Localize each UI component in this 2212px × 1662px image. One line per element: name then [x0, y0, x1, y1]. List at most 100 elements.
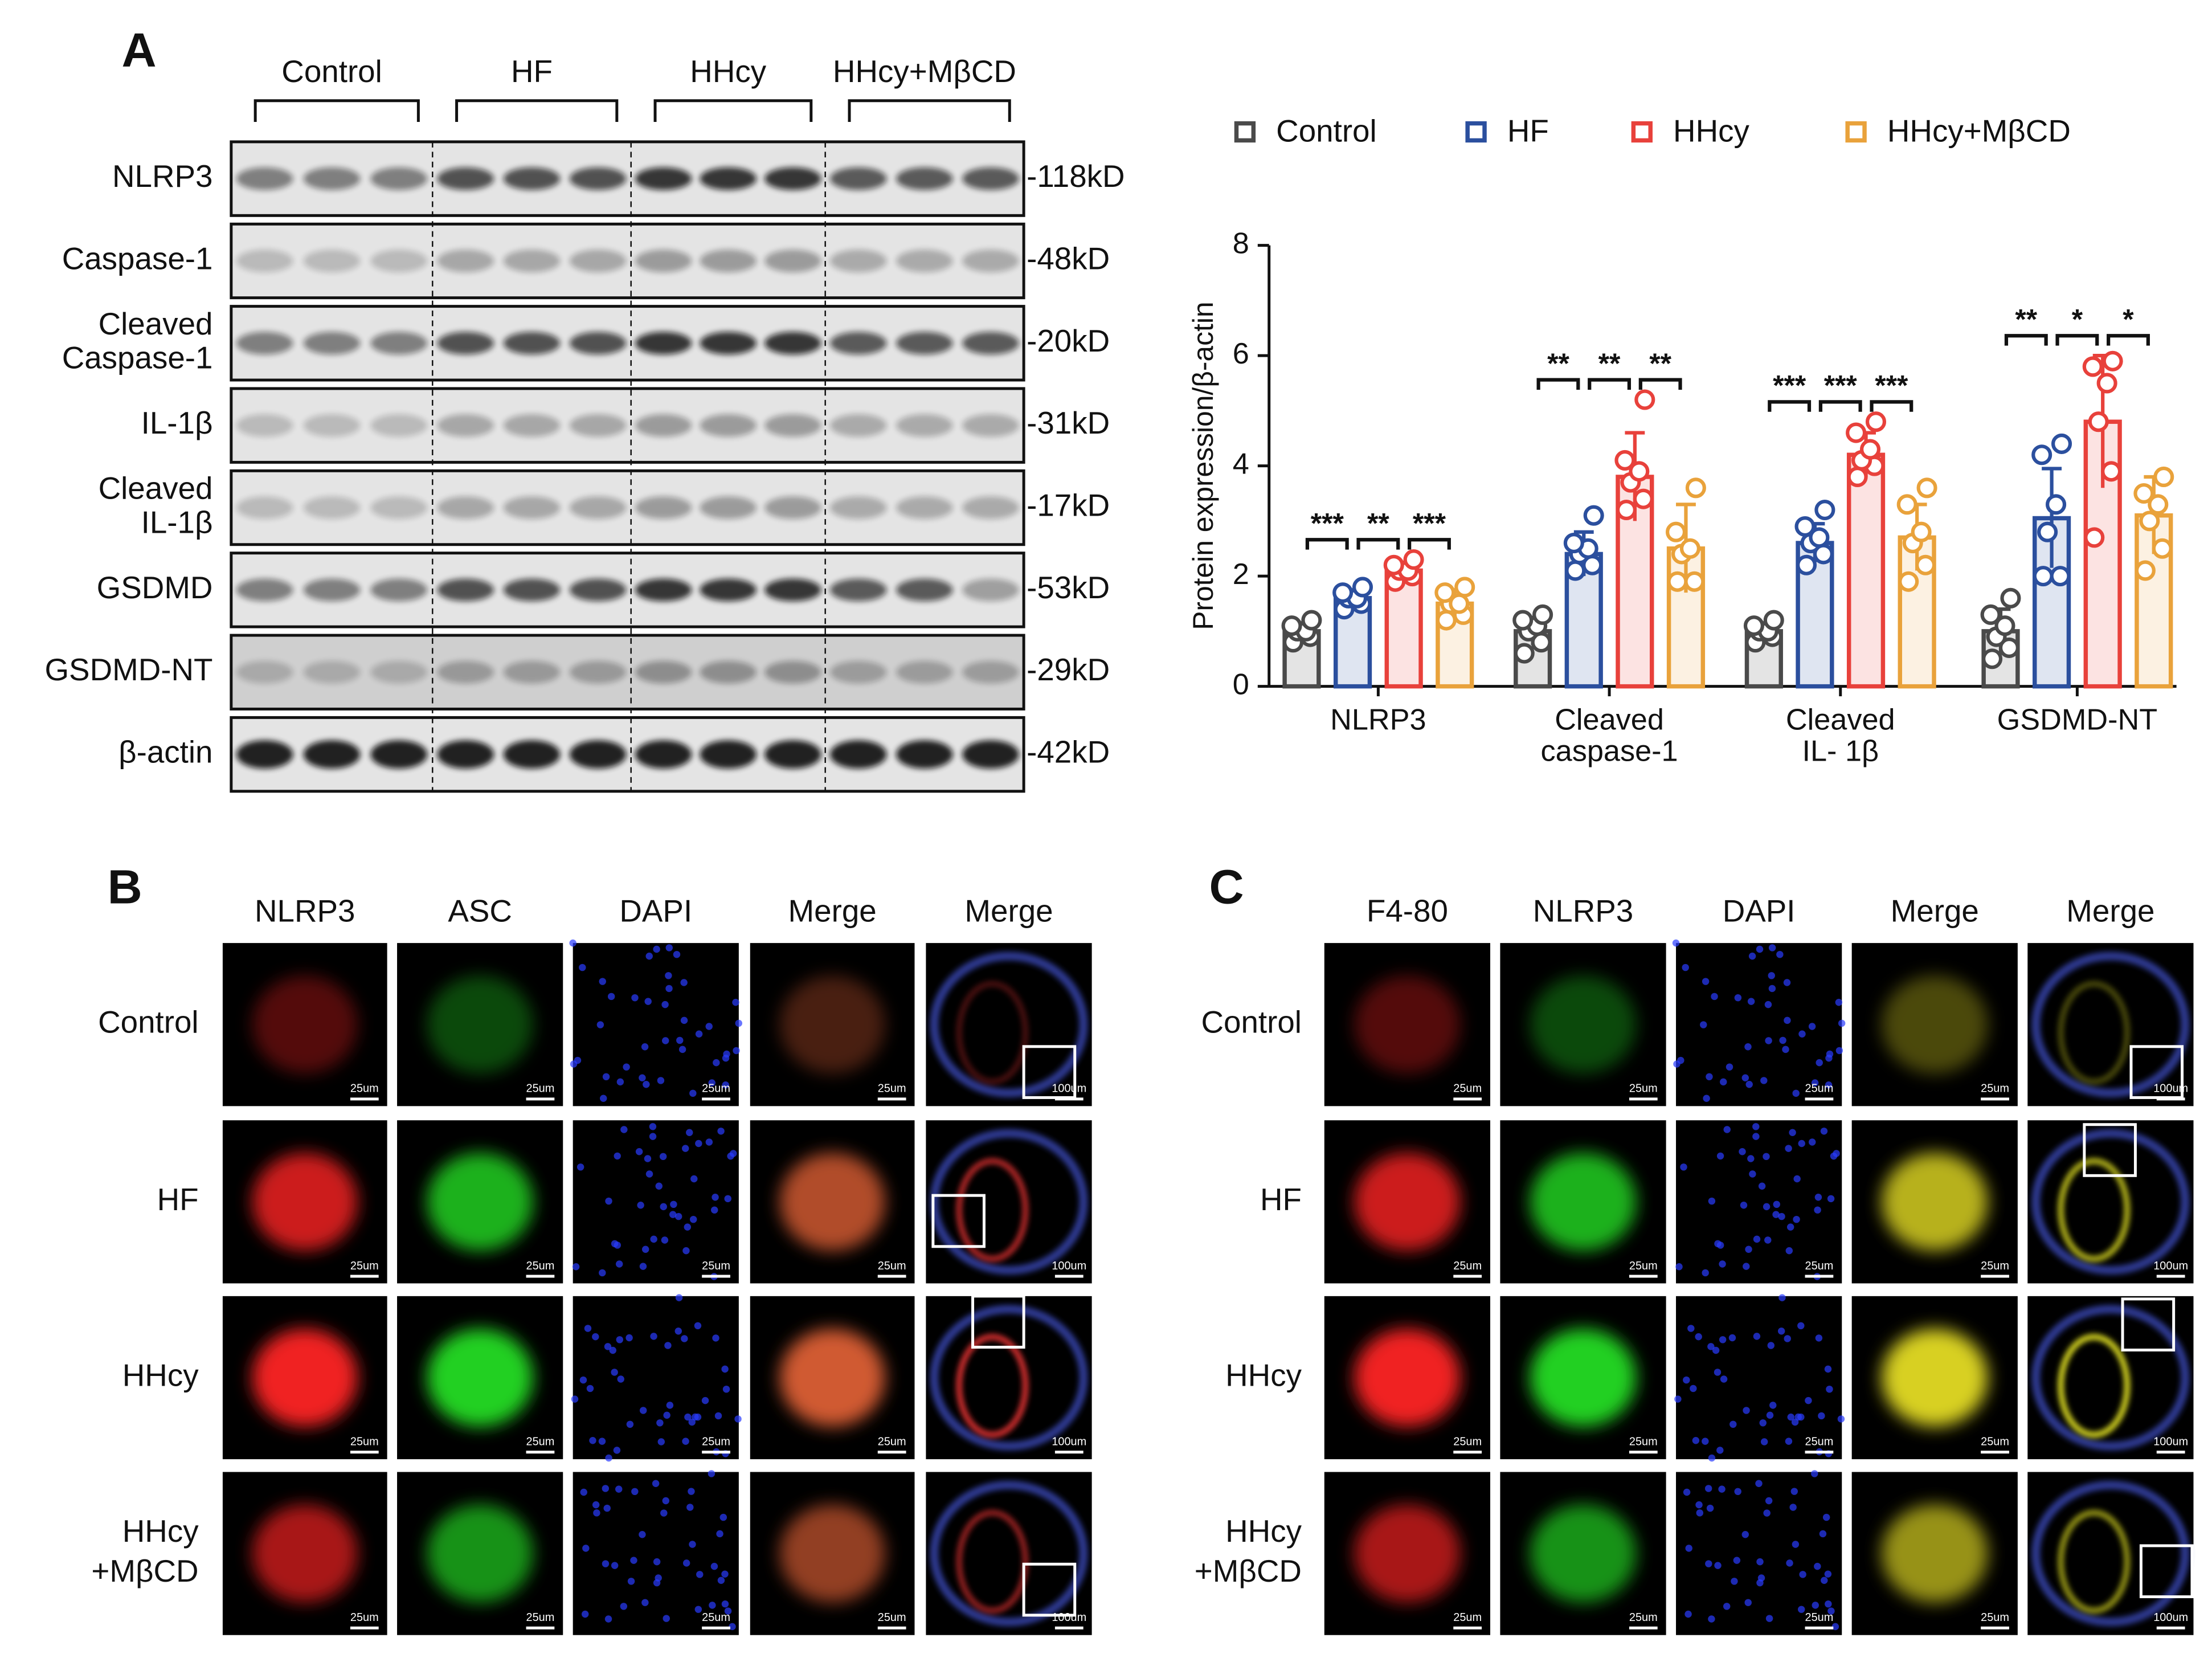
- blot-band: [437, 414, 494, 437]
- tissue: [956, 1334, 1029, 1438]
- tissue: [2031, 952, 2190, 1097]
- data-point: [2148, 494, 2169, 515]
- nucleus: [589, 1437, 596, 1444]
- nucleus: [639, 1531, 646, 1538]
- data-point: [1583, 505, 1604, 526]
- scale-bar-label: 25um: [350, 1260, 379, 1272]
- data-point: [2153, 466, 2174, 488]
- blot-band: [370, 660, 428, 684]
- panel-label: A: [122, 23, 157, 77]
- blot-band: [635, 414, 692, 437]
- nucleus: [716, 1530, 723, 1538]
- nucleus: [684, 1223, 692, 1231]
- scale-bar-label: 100um: [1052, 1260, 1086, 1272]
- nucleus: [603, 1504, 611, 1512]
- nucleus: [712, 1334, 719, 1342]
- blot-band: [962, 660, 1019, 684]
- data-point: [1614, 450, 1636, 471]
- nucleus: [1777, 1328, 1785, 1335]
- blot-row-label: NLRP3: [112, 158, 213, 194]
- nucleus: [1768, 944, 1776, 952]
- blot-band: [370, 167, 428, 190]
- blot-band: [370, 496, 428, 519]
- nucleus: [653, 1579, 661, 1587]
- significance-bracket: [1588, 378, 1632, 390]
- scale-bar-label: 25um: [878, 1260, 906, 1272]
- blot-band: [503, 332, 561, 355]
- micrograph-bg: [1676, 1472, 1842, 1635]
- nucleus: [1769, 1402, 1777, 1409]
- blot-band: [236, 496, 293, 519]
- nucleus: [674, 1212, 682, 1220]
- significance-label: ***: [1824, 370, 1858, 402]
- nucleus: [1790, 1488, 1798, 1495]
- nucleus: [734, 1415, 742, 1423]
- blot-band: [303, 167, 361, 190]
- legend-swatch: [1631, 121, 1653, 143]
- nucleus: [635, 1148, 643, 1155]
- micrograph-bg: [2027, 943, 2194, 1106]
- data-point: [1794, 516, 1816, 537]
- nucleus: [605, 1454, 612, 1462]
- nucleus: [631, 1488, 639, 1496]
- data-point: [2133, 483, 2154, 504]
- signal: [1354, 975, 1461, 1074]
- data-point: [1514, 643, 1535, 664]
- nucleus: [1723, 1126, 1731, 1133]
- nucleus: [1821, 1577, 1828, 1585]
- blot-band: [764, 332, 821, 355]
- row-label: HF: [1260, 1182, 1302, 1217]
- nucleus: [1785, 1247, 1793, 1255]
- nucleus: [1784, 1016, 1791, 1024]
- tissue: [2058, 1158, 2130, 1262]
- significance-bracket: [1536, 378, 1580, 390]
- nucleus: [1827, 1195, 1835, 1203]
- blot-strip: [230, 552, 1025, 628]
- nucleus: [1702, 1269, 1709, 1277]
- nucleus: [1734, 994, 1742, 1002]
- blot-band: [370, 414, 428, 437]
- nucleus: [665, 972, 672, 979]
- nucleus: [1789, 1504, 1797, 1511]
- micrograph: 25um: [572, 1120, 739, 1284]
- nucleus: [1726, 1063, 1733, 1071]
- nucleus: [614, 1152, 621, 1160]
- nucleus: [705, 1023, 713, 1030]
- blot-band: [700, 414, 757, 437]
- nucleus: [1756, 945, 1764, 953]
- blot-band: [700, 740, 757, 769]
- micrograph: 25um: [397, 943, 563, 1106]
- data-point: [1616, 499, 1637, 521]
- blot-band: [503, 740, 561, 769]
- nucleus: [681, 1335, 688, 1342]
- nucleus: [1760, 1438, 1768, 1445]
- blot-band: [896, 740, 953, 769]
- nucleus: [694, 1322, 702, 1330]
- scale-bar-label: 25um: [702, 1260, 730, 1272]
- blot-size-label: -29kD: [1027, 652, 1110, 687]
- nucleus: [661, 1001, 669, 1008]
- nucleus: [596, 1021, 604, 1028]
- micrograph: 25um: [750, 1296, 915, 1460]
- data-point: [2000, 587, 2021, 609]
- scale-bar-label: 25um: [1981, 1083, 2009, 1095]
- nucleus: [1755, 1480, 1763, 1487]
- micrograph: 25um: [1324, 943, 1490, 1106]
- nucleus: [712, 1194, 719, 1201]
- nucleus: [1743, 1407, 1750, 1414]
- data-point: [2046, 494, 2067, 515]
- nucleus: [1811, 1079, 1819, 1087]
- tissue: [2058, 1510, 2130, 1614]
- tissue: [2031, 1480, 2190, 1627]
- blot-band: [569, 578, 627, 602]
- micrograph: 25um: [222, 1120, 387, 1284]
- data-point: [1743, 615, 1764, 636]
- nucleus: [623, 1063, 630, 1071]
- nucleus: [694, 1606, 702, 1613]
- nucleus: [1720, 1375, 1728, 1383]
- nucleus: [1733, 1557, 1741, 1564]
- zoom-box: [2121, 1297, 2176, 1351]
- nucleus: [1752, 1123, 1760, 1130]
- blot-strip: [230, 387, 1025, 464]
